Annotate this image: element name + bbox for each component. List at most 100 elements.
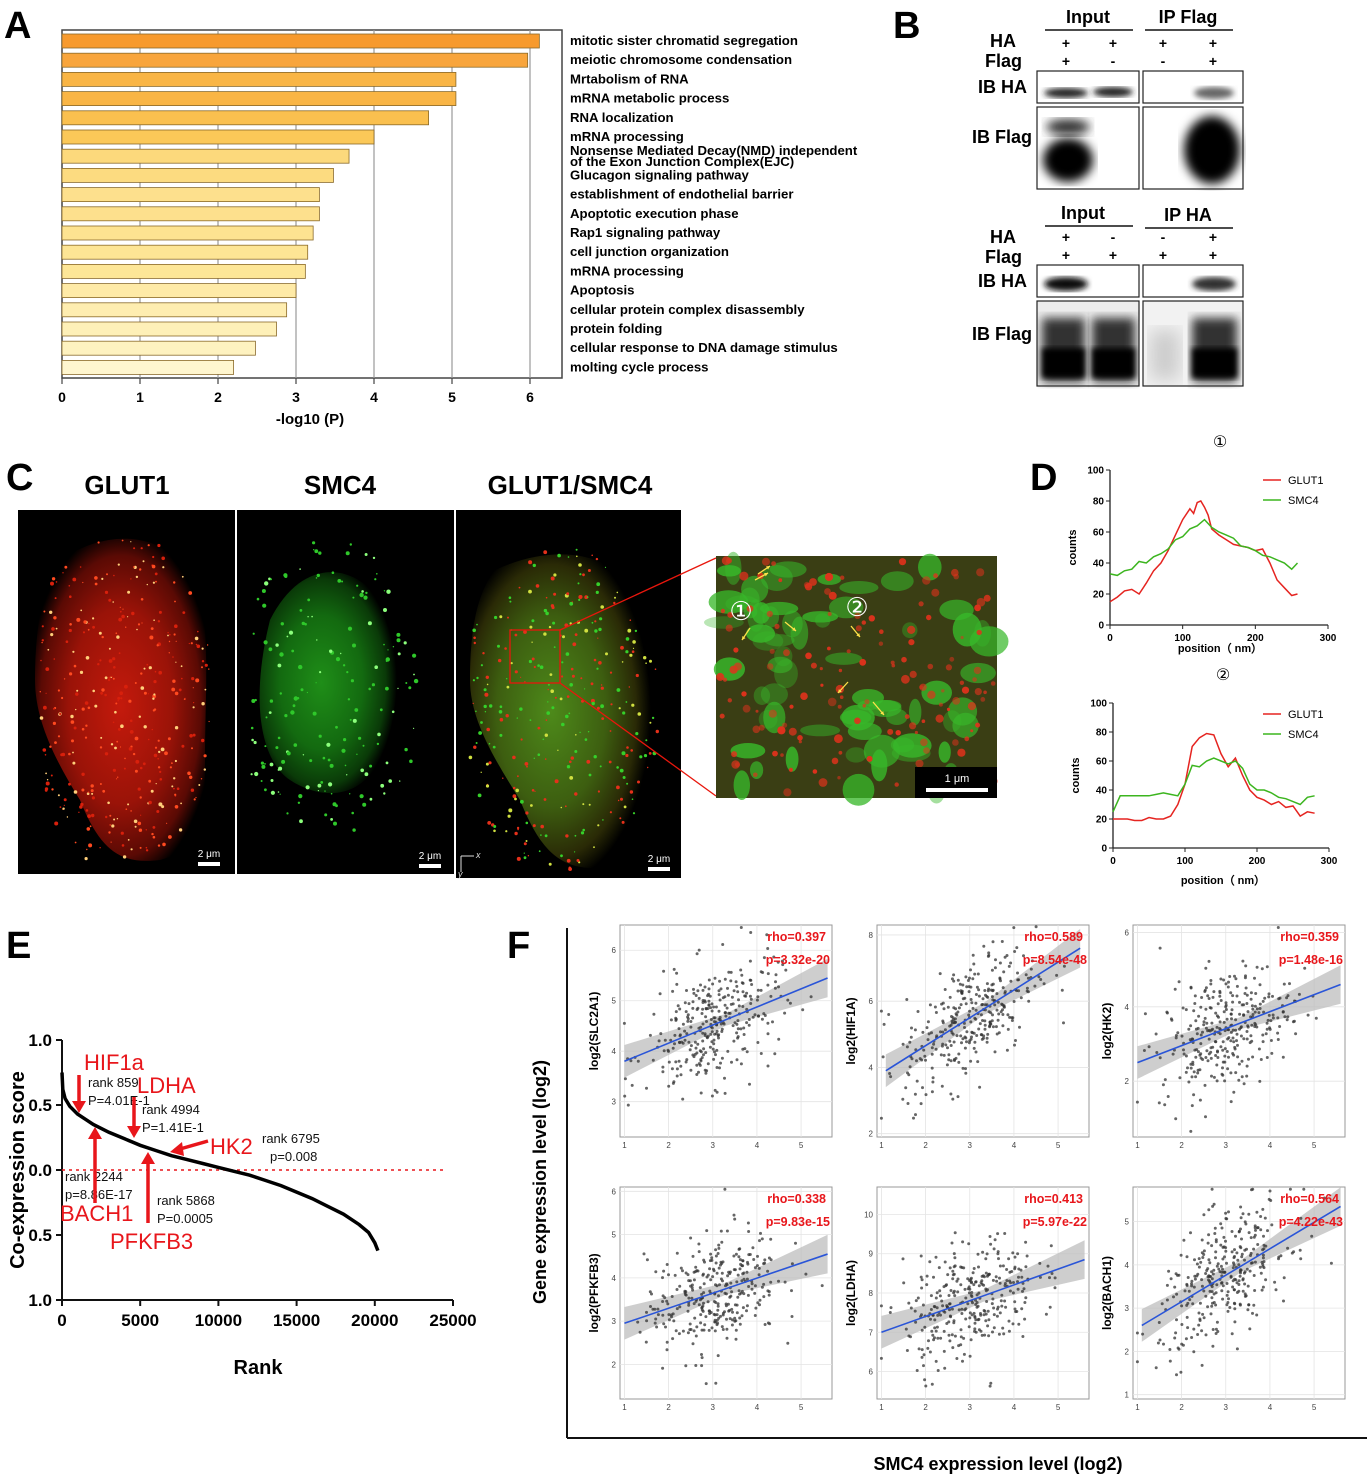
- coexp-arrow-head: [170, 1142, 184, 1156]
- scatter-point: [718, 1018, 722, 1022]
- merge-puncta: [534, 790, 536, 793]
- merge-puncta: [553, 646, 556, 648]
- scatter-point: [974, 1330, 978, 1334]
- zoom-red-puncta: [894, 782, 899, 787]
- zoom-green-cluster: [880, 571, 914, 591]
- glut1-puncta: [189, 734, 193, 738]
- merge-puncta: [483, 704, 487, 709]
- scatter-x-tick-label: 5: [1056, 1403, 1061, 1412]
- scatter-y-tick-label: 4: [612, 1047, 617, 1056]
- glut1-puncta: [138, 715, 141, 718]
- glut1-puncta: [54, 821, 59, 826]
- scatter-point: [999, 979, 1002, 983]
- smc4-puncta: [387, 649, 389, 651]
- scatter-point: [638, 1330, 642, 1334]
- glut1-puncta: [150, 789, 154, 793]
- scatter-point: [735, 1022, 739, 1026]
- zoom-red-puncta: [949, 656, 955, 662]
- scatter-point: [1265, 1021, 1269, 1025]
- scatter-point: [967, 1013, 971, 1017]
- scatter-point: [1166, 1095, 1170, 1098]
- merge-puncta: [591, 701, 595, 706]
- merge-puncta: [553, 592, 557, 596]
- smc4-puncta: [350, 679, 354, 683]
- zoom-red-puncta: [990, 681, 996, 686]
- scatter-point: [907, 1073, 911, 1077]
- scatter-point: [1273, 1280, 1277, 1284]
- panel-letter-c: C: [6, 457, 33, 499]
- merge-puncta: [485, 675, 489, 679]
- profile-y-tick-label: 40: [1093, 559, 1105, 570]
- smc4-puncta: [316, 573, 320, 578]
- glut1-puncta: [66, 816, 69, 818]
- scatter-point: [882, 1022, 886, 1026]
- glut1-puncta: [153, 693, 156, 696]
- smc4-puncta: [396, 638, 401, 643]
- scatter-point: [681, 1022, 685, 1026]
- scatter-point: [1279, 1254, 1283, 1258]
- scatter-point: [1224, 1008, 1228, 1011]
- scatter-point: [974, 993, 978, 996]
- glut1-puncta: [113, 666, 116, 669]
- scatter-point: [999, 1010, 1003, 1014]
- scatter-point: [950, 1333, 954, 1337]
- micro-roi-box: [509, 629, 561, 684]
- scatter-point: [1022, 1287, 1026, 1291]
- glut1-puncta: [146, 583, 148, 586]
- scatter-point: [642, 1252, 646, 1256]
- scatter-point: [662, 1049, 666, 1053]
- glut1-puncta: [92, 617, 95, 620]
- scatter-point: [705, 1229, 709, 1233]
- glut1-puncta: [168, 640, 171, 643]
- merge-puncta: [528, 659, 533, 664]
- panel-a-x-tick-label: 1: [136, 389, 144, 405]
- scatter-point: [1281, 1055, 1285, 1059]
- scatter-point: [680, 1040, 684, 1044]
- scatter-point: [696, 1042, 700, 1046]
- coexp-x-tick-label: 0: [57, 1311, 66, 1330]
- glut1-puncta: [143, 691, 147, 695]
- scatter-point: [699, 1313, 703, 1317]
- scatter-point: [1218, 1032, 1222, 1036]
- zoom-green-cluster: [708, 590, 749, 614]
- scatter-point: [1224, 1239, 1227, 1243]
- scatter-point: [662, 969, 666, 973]
- scatter-point: [1207, 1208, 1211, 1212]
- scatter-point: [1060, 988, 1064, 992]
- scatter-point: [1252, 1235, 1256, 1239]
- zoom-red-puncta: [890, 660, 895, 665]
- scatter-point: [674, 1017, 678, 1021]
- scatter-point: [1199, 1033, 1203, 1037]
- merge-puncta: [550, 604, 555, 608]
- scatter-point: [1265, 1027, 1269, 1031]
- scatter-point: [1009, 1281, 1013, 1285]
- scatter-point: [1246, 1025, 1250, 1029]
- merge-puncta: [569, 601, 574, 606]
- smc4-puncta: [313, 549, 315, 551]
- glut1-puncta: [88, 843, 93, 848]
- scatter-point: [975, 1293, 979, 1297]
- glut1-puncta: [42, 748, 47, 752]
- merge-puncta: [506, 678, 508, 680]
- smc4-puncta: [340, 652, 342, 655]
- merge-puncta: [628, 686, 630, 688]
- glut1-puncta: [194, 636, 199, 641]
- glut1-puncta: [145, 849, 149, 852]
- scatter-point: [1261, 1253, 1265, 1257]
- scatter-point: [989, 1242, 993, 1246]
- glut1-puncta: [128, 699, 132, 703]
- scatter-point: [1237, 1078, 1241, 1082]
- scatter-point: [1207, 1233, 1211, 1237]
- glut1-puncta: [79, 805, 83, 809]
- glut1-puncta: [91, 792, 94, 795]
- merge-puncta: [593, 658, 597, 662]
- scatter-point: [946, 1046, 949, 1050]
- scatter-point: [769, 1237, 773, 1241]
- scatter-point: [718, 1015, 722, 1019]
- smc4-puncta: [346, 774, 348, 776]
- scatter-point: [737, 998, 740, 1002]
- scatter-point: [991, 1025, 995, 1029]
- zoom-red-puncta: [725, 624, 733, 632]
- scatter-point: [935, 1306, 939, 1310]
- scatter-point: [1165, 1010, 1169, 1014]
